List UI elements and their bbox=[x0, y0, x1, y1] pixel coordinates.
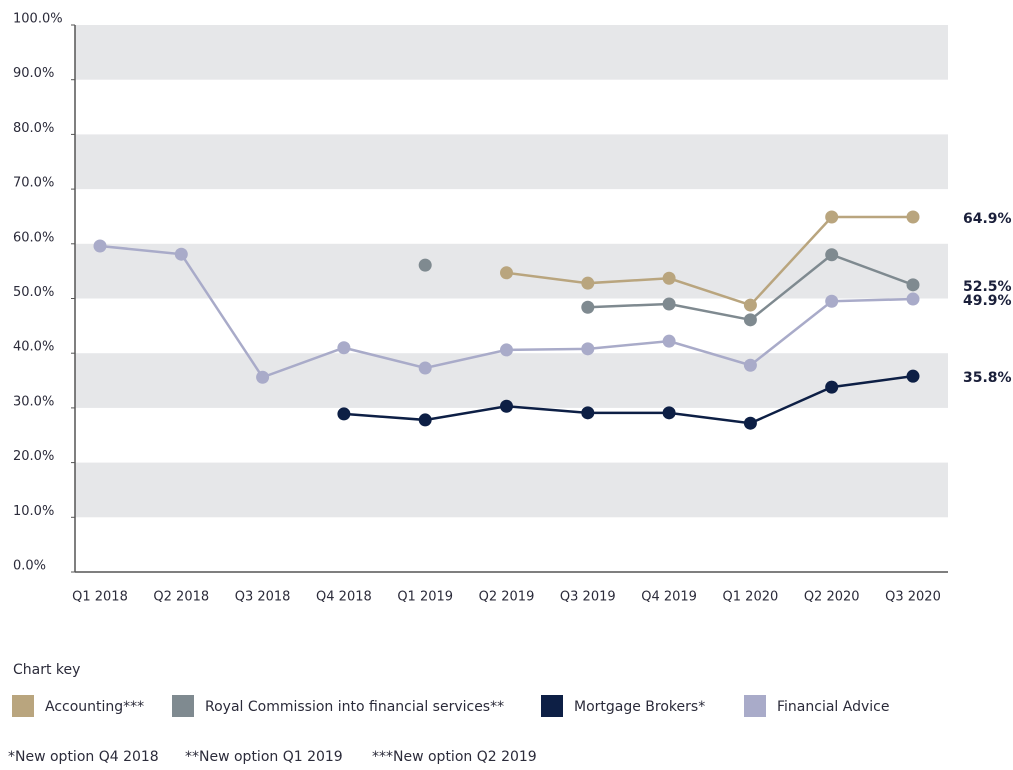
point bbox=[418, 361, 432, 375]
y-tick-label: 20.0% bbox=[13, 449, 54, 464]
point bbox=[418, 258, 432, 272]
x-tick-label: Q3 2018 bbox=[235, 590, 291, 605]
point bbox=[743, 416, 757, 430]
grid-band bbox=[75, 25, 948, 80]
x-tick-label: Q3 2019 bbox=[560, 590, 616, 605]
point bbox=[906, 369, 920, 383]
footnote: ***New option Q2 2019 bbox=[372, 749, 537, 765]
point bbox=[500, 399, 513, 413]
footnote: *New option Q4 2018 bbox=[8, 749, 159, 765]
data-label: 64.9% bbox=[963, 211, 1012, 227]
y-tick-label: 10.0% bbox=[13, 504, 54, 519]
y-tick-label: 90.0% bbox=[13, 66, 54, 81]
legend-swatch bbox=[12, 695, 34, 717]
point bbox=[743, 313, 757, 327]
y-tick-label: 30.0% bbox=[13, 394, 54, 409]
point bbox=[581, 276, 595, 290]
data-label: 35.8% bbox=[963, 370, 1012, 386]
footnote: **New option Q1 2019 bbox=[185, 749, 343, 765]
y-tick-label: 50.0% bbox=[13, 285, 54, 300]
x-tick-label: Q4 2019 bbox=[641, 590, 697, 605]
point bbox=[500, 266, 513, 280]
legend-swatch bbox=[744, 695, 766, 717]
y-tick-label: 0.0% bbox=[13, 559, 46, 574]
point bbox=[662, 406, 676, 420]
point bbox=[906, 292, 920, 306]
x-tick-label: Q3 2020 bbox=[885, 590, 941, 605]
grid-band bbox=[75, 462, 948, 518]
legend-label: Mortgage Brokers* bbox=[574, 699, 705, 715]
point bbox=[500, 343, 513, 357]
grid-band bbox=[75, 134, 948, 190]
point bbox=[581, 406, 595, 420]
legend-title: Chart key bbox=[13, 662, 80, 678]
x-tick-label: Q1 2020 bbox=[723, 590, 779, 605]
point bbox=[256, 370, 270, 384]
x-tick-label: Q2 2018 bbox=[153, 590, 209, 605]
point bbox=[337, 407, 351, 421]
y-tick-label: 70.0% bbox=[13, 176, 54, 191]
legend-swatch bbox=[172, 695, 194, 717]
point bbox=[93, 239, 107, 253]
grid-band bbox=[75, 353, 948, 408]
point bbox=[662, 334, 676, 348]
point bbox=[906, 210, 920, 224]
legend-label: Royal Commission into financial services… bbox=[205, 699, 504, 715]
point bbox=[743, 298, 757, 312]
point bbox=[825, 380, 839, 394]
x-tick-label: Q1 2019 bbox=[397, 590, 453, 605]
y-tick-label: 100.0% bbox=[13, 12, 63, 27]
legend-label: Financial Advice bbox=[777, 699, 889, 715]
x-tick-label: Q2 2019 bbox=[479, 590, 535, 605]
x-tick-label: Q4 2018 bbox=[316, 590, 372, 605]
point bbox=[662, 297, 676, 311]
point bbox=[581, 300, 595, 314]
point bbox=[825, 294, 839, 308]
legend-label: Accounting*** bbox=[45, 699, 144, 715]
data-label: 49.9% bbox=[963, 293, 1012, 309]
point bbox=[337, 341, 351, 355]
y-tick-label: 40.0% bbox=[13, 340, 54, 355]
point bbox=[825, 210, 839, 224]
point bbox=[174, 247, 188, 261]
point bbox=[743, 358, 757, 372]
x-tick-label: Q2 2020 bbox=[804, 590, 860, 605]
point bbox=[581, 342, 595, 356]
point bbox=[906, 278, 920, 292]
legend-swatch bbox=[541, 695, 563, 717]
series-line bbox=[343, 374, 914, 425]
point bbox=[662, 271, 676, 285]
y-tick-label: 60.0% bbox=[13, 230, 54, 245]
x-tick-label: Q1 2018 bbox=[72, 590, 128, 605]
point bbox=[418, 413, 432, 427]
point bbox=[825, 248, 839, 262]
y-tick-label: 80.0% bbox=[13, 121, 54, 136]
data-label: 52.5% bbox=[963, 279, 1012, 295]
series-line bbox=[506, 215, 913, 307]
